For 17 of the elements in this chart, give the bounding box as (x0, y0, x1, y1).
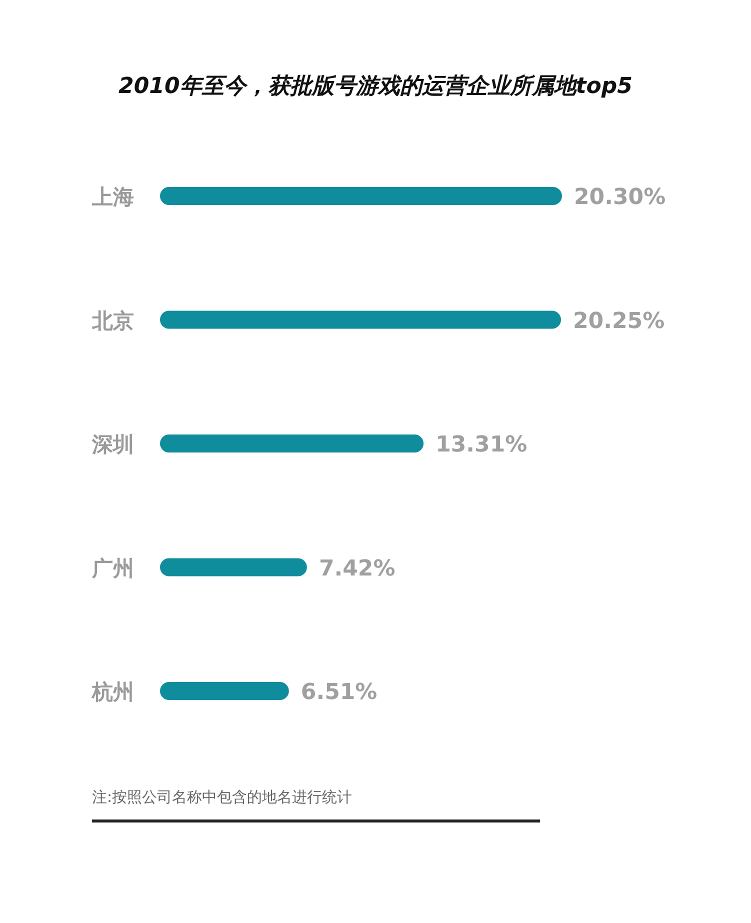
bar (160, 558, 307, 576)
data-label: 13.31% (436, 432, 528, 458)
data-label: 20.30% (574, 185, 666, 210)
bar (160, 310, 562, 329)
data-label: 20.25% (573, 308, 665, 334)
bar (160, 434, 424, 452)
bar (160, 682, 289, 700)
y-tick-label: 深圳 (91, 432, 134, 456)
y-tick-label: 北京 (91, 308, 134, 333)
y-tick-label: 广州 (91, 556, 134, 580)
y-tick-label: 上海 (91, 185, 134, 209)
y-tick-label: 杭州 (91, 680, 134, 704)
text: 注:按照公司名称中包含的地名进行统计 (92, 788, 352, 806)
data-label: 7.42% (318, 556, 396, 582)
data-label: 6.51% (300, 680, 378, 705)
bar (160, 187, 562, 205)
chart-title: 2010年至今，获批版号游戏的运营企业所属地top5 (118, 74, 632, 99)
